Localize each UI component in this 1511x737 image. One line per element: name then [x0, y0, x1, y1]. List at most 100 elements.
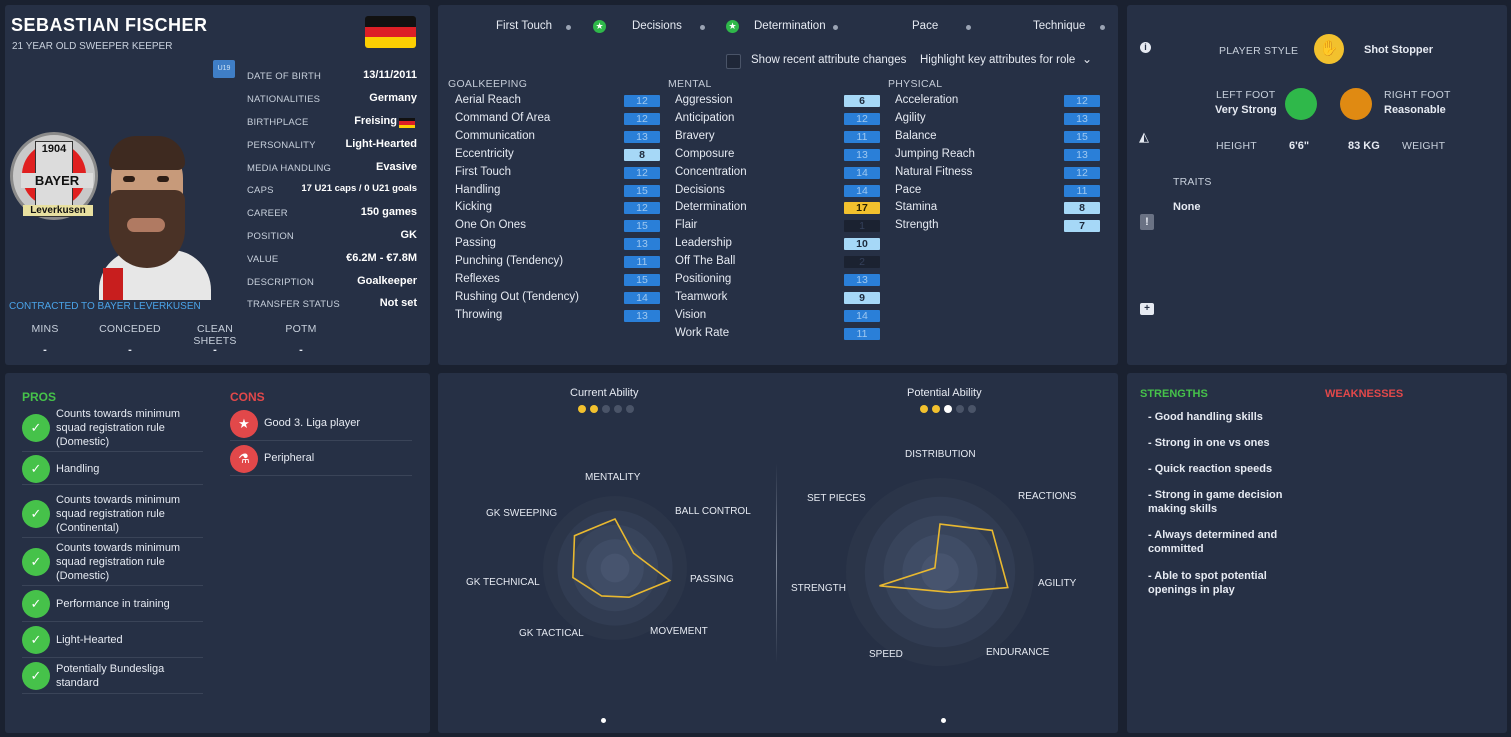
handling-icon: ✓: [22, 454, 50, 483]
ability-star-dot: [614, 405, 622, 413]
contract-status[interactable]: CONTRACTED TO BAYER LEVERKUSEN: [9, 301, 201, 312]
player-info-panel: SEBASTIAN FISCHER 21 YEAR OLD SWEEPER KE…: [5, 5, 430, 365]
pros-item: ✓ Counts towards minimum squad registrati…: [22, 537, 203, 586]
info-label: DATE OF BIRTH: [247, 71, 322, 82]
strength-item: - Able to spot potential openings in pla…: [1148, 570, 1267, 596]
info-value: Freising: [354, 115, 397, 127]
cons-text: Peripheral: [264, 452, 315, 464]
dot-icon: [1100, 25, 1105, 30]
attribute-value: 14: [844, 166, 880, 179]
attribute-value: 7: [1064, 220, 1100, 233]
info-icon[interactable]: i: [1140, 42, 1151, 53]
stat-value: -: [128, 344, 132, 356]
height-value: 6'6": [1289, 140, 1310, 152]
boot-icon[interactable]: ◭: [1139, 129, 1149, 144]
cons-item: ★ Good 3. Liga player: [230, 406, 412, 441]
radar-polygon: [879, 523, 1009, 594]
show-changes-checkbox[interactable]: [726, 54, 741, 69]
attribute-value: 15: [624, 184, 660, 197]
info-value: Germany: [369, 92, 417, 104]
radar-label-agility: AGILITY: [1038, 578, 1077, 589]
strength-item: - Always determined and committed: [1148, 529, 1278, 555]
pros-item: ✓ Performance in training: [22, 586, 203, 622]
attributes-panel: First Touch Decisions ★ Determination ★ Pace T…: [438, 5, 1118, 365]
attribute-value: 13: [844, 274, 880, 286]
attribute-name: Vision: [675, 308, 707, 321]
u19-badge: U19: [213, 60, 235, 78]
medical-icon[interactable]: +: [1140, 303, 1154, 315]
info-label: CAREER: [247, 208, 288, 219]
radar-label-movement: MOVEMENT: [650, 626, 708, 637]
stat-label: CLEAN SHEETS: [193, 323, 237, 347]
show-changes-label[interactable]: Show recent attribute changes: [751, 54, 907, 66]
ability-star-dot: [590, 405, 598, 413]
info-label: NATIONALITIES: [247, 94, 321, 105]
player-subtitle: 21 YEAR OLD SWEEPER KEEPER: [12, 41, 173, 52]
goalkeeping-heading: GOALKEEPING: [448, 78, 528, 90]
attribute-value: 15: [624, 220, 660, 233]
star-icon: ★: [593, 20, 606, 33]
strengths-panel: STRENGTHS WEAKNESSES: [1127, 373, 1507, 733]
attribute-value: 13: [1064, 148, 1100, 161]
physical-heading: PHYSICAL: [888, 78, 943, 90]
weight-label: WEIGHT: [1402, 140, 1446, 152]
pros-text: Light-Hearted: [56, 634, 123, 646]
attribute-value: 17: [844, 202, 880, 215]
radar-label-passing: PASSING: [690, 574, 734, 585]
ability-star-dot: [968, 405, 976, 413]
radar-label-set-pieces: SET PIECES: [807, 493, 866, 504]
attribute-name: First Touch: [455, 165, 512, 178]
pros-item: ✓ Counts towards minimum squad registrati…: [22, 403, 203, 452]
stat-label: POTM: [285, 323, 317, 335]
attribute-value: 12: [1064, 95, 1100, 107]
attribute-value: 8: [624, 148, 660, 161]
key-attribute-technique: Technique: [1033, 20, 1086, 32]
ability-star-dot: [944, 405, 952, 413]
attribute-value: 11: [1064, 184, 1100, 197]
left-foot-label: LEFT FOOT: [1216, 89, 1276, 101]
attribute-name: Off The Ball: [675, 255, 736, 268]
birthplace-flag: [399, 118, 415, 128]
page-dot-left[interactable]: [601, 718, 606, 723]
ability-star-dot: [932, 405, 940, 413]
right-foot-label: RIGHT FOOT: [1384, 89, 1451, 101]
attribute-name: Aerial Reach: [455, 94, 521, 106]
attribute-value: 15: [624, 274, 660, 286]
attribute-name: Strength: [895, 219, 939, 232]
attribute-value: 12: [624, 112, 660, 125]
info-label: DESCRIPTION: [247, 277, 315, 288]
attribute-name: Balance: [895, 129, 937, 142]
info-value: Light-Hearted: [345, 138, 418, 150]
attribute-value: 6: [844, 95, 880, 107]
radar-label-endurance: ENDURANCE: [986, 647, 1050, 658]
radar-polygon: [572, 517, 672, 599]
ability-star-dot: [602, 405, 610, 413]
attribute-value: 10: [844, 238, 880, 251]
page-dot-right[interactable]: [941, 718, 946, 723]
highlight-role-dropdown[interactable]: Highlight key attributes for role ⌄: [914, 51, 1098, 71]
attribute-name: Reflexes: [455, 273, 500, 285]
pros-item: ✓ Potentially Bundesliga standard: [22, 658, 203, 694]
left-foot-value: Very Strong: [1215, 104, 1277, 116]
info-label: BIRTHPLACE: [247, 117, 309, 128]
pros-title: PROS: [22, 390, 57, 404]
info-value: Evasive: [376, 161, 417, 173]
attribute-name: Teamwork: [675, 290, 728, 303]
pros-text: Counts towards minimum squad registratio…: [56, 541, 181, 582]
radar-label-strength: STRENGTH: [791, 583, 846, 594]
key-attribute-decisions: Decisions: [632, 20, 682, 32]
attribute-name: Passing: [455, 237, 496, 250]
left-foot-icon: [1285, 88, 1317, 120]
alert-icon[interactable]: !: [1140, 214, 1154, 230]
attribute-name: Determination: [675, 201, 747, 214]
ability-star-dot: [578, 405, 586, 413]
nationality-flag: [365, 16, 416, 48]
attribute-name: Decisions: [675, 183, 725, 196]
pros-text: Performance in training: [56, 598, 170, 610]
attribute-value: 12: [624, 202, 660, 215]
dot-icon: [966, 25, 971, 30]
attribute-name: Anticipation: [675, 111, 735, 124]
attribute-value: 12: [1064, 166, 1100, 179]
cons-item: ⚗ Peripheral: [230, 441, 412, 476]
radar-label-distribution: DISTRIBUTION: [905, 449, 976, 460]
